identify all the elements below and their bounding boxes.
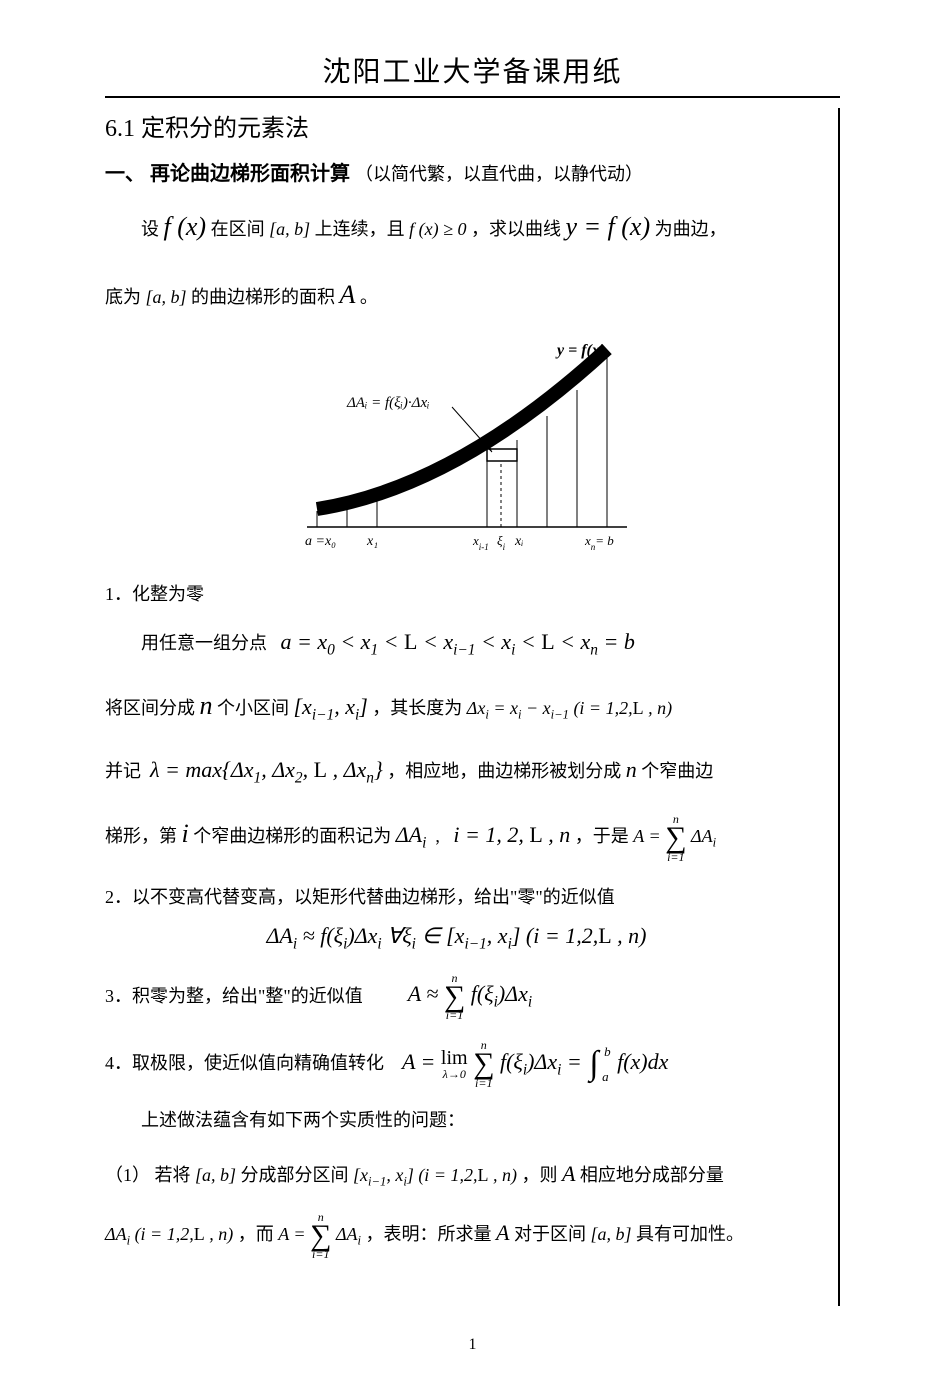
subint: [xi−1, xi] (i = 1,2,L , n) — [353, 1165, 517, 1185]
text: 相应地分成部分量 — [580, 1165, 724, 1185]
step1-line1: 用任意一组分点 a = x0 < x1 < L < xi−1 < xi < L … — [105, 616, 808, 669]
ab: [a, b] — [195, 1165, 236, 1185]
step1-line3: 并记 λ = max{Δx1, Δx2, L , Δxn} ，相应地，曲边梯形被… — [105, 744, 808, 797]
step4: 4．取极限，使近似值向精确值转化 A = lim λ→0 n ∑ i=1 f(ξ… — [105, 1039, 808, 1089]
step2-formula: ΔAi ≈ f(ξi)Δxi ∀ξi ∈ [xi−1, xi] (i = 1,2… — [105, 923, 808, 953]
page: 沈阳工业大学备课用纸 6.1 定积分的元素法 一、 再论曲边梯形面积计算 （以简… — [0, 0, 945, 1384]
irange: i = 1, 2, L , n — [453, 822, 570, 847]
step1-head: 1．化整为零 — [105, 580, 808, 606]
text: ，求以曲线 — [471, 219, 561, 239]
ab: [a, b] — [269, 219, 310, 239]
partition: a = x0 < x1 < L < xi−1 < xi < L < xn = b — [281, 629, 635, 654]
step4-head: 4．取极限，使近似值向精确值转化 — [105, 1053, 384, 1073]
text: 将区间分成 — [105, 698, 195, 718]
text: 个窄曲边梯形的面积记为 — [193, 826, 391, 846]
text: 为曲边， — [655, 219, 727, 239]
dAi: ΔAi — [396, 822, 427, 847]
n: n — [626, 757, 637, 782]
text: 个窄曲边 — [641, 761, 713, 781]
note-text: 上述做法蕴含有如下两个实质性的问题： — [105, 1099, 808, 1142]
step3-formula: A ≈ n ∑ i=1 f(ξi)Δxi — [408, 981, 532, 1006]
page-header-title: 沈阳工业大学备课用纸 — [105, 50, 840, 96]
text: 具有可加性。 — [636, 1224, 744, 1244]
text: 上连续，且 — [315, 219, 405, 239]
step3-head: 3．积零为整，给出"整"的近似值 — [105, 985, 363, 1005]
heading-title: 再论曲边梯形面积计算 — [150, 163, 350, 185]
A: A — [340, 280, 356, 309]
text: 。 — [360, 287, 378, 307]
text: ，而 — [238, 1224, 274, 1244]
text: ，则 — [521, 1165, 557, 1185]
intro-line2: 底为 [a, b] 的曲边梯形的面积 A 。 — [105, 264, 808, 326]
text: 设 — [141, 219, 159, 239]
figure: y = f(x) ΔAᵢ = f(ξᵢ)·Δxᵢ a =x₀ x — [105, 337, 808, 562]
interval: [xi−1, xi] — [294, 694, 368, 719]
svg-text:ΔAᵢ = f(ξᵢ)·Δxᵢ: ΔAᵢ = f(ξᵢ)·Δxᵢ — [346, 395, 430, 411]
text: ，表明：所求量 — [366, 1224, 492, 1244]
section-title: 定积分的元素法 — [141, 116, 309, 142]
dAi: ΔAi (i = 1,2,L , n) — [105, 1224, 233, 1244]
svg-text:xᵢ: xᵢ — [514, 534, 523, 549]
text: 个小区间 — [217, 698, 289, 718]
section-number-title: 6.1 定积分的元素法 — [105, 108, 808, 143]
content-frame: 6.1 定积分的元素法 一、 再论曲边梯形面积计算 （以简代繁，以直代曲，以静代… — [105, 108, 840, 1306]
lambda: λ = max{Δx1, Δx2, L , Δxn} — [150, 757, 383, 782]
text: 在区间 — [211, 219, 265, 239]
svg-text:a =x₀: a =x₀ — [305, 534, 336, 549]
svg-text:xn= b: xn= b — [584, 533, 614, 552]
text: 分成部分区间 — [241, 1165, 349, 1185]
i: i — [182, 819, 189, 848]
text: 用任意一组分点 — [141, 633, 267, 653]
heading-1: 一、 再论曲边梯形面积计算 （以简代繁，以直代曲，以静代动） — [105, 157, 808, 186]
section-number: 6.1 — [105, 116, 135, 142]
svg-text:xi-1: xi-1 — [472, 533, 489, 552]
yfx: y = f (x) — [565, 212, 650, 241]
svg-text:x₁: x₁ — [366, 534, 378, 549]
point1-line2: ΔAi (i = 1,2,L , n) ，而 A = n ∑ i=1 ΔAi ，… — [105, 1207, 808, 1261]
fx: f (x) — [164, 212, 207, 241]
step4-formula: A = lim λ→0 n ∑ i=1 f(ξi)Δxi = ∫ba f(x)d… — [402, 1049, 668, 1074]
page-number: 1 — [105, 1336, 840, 1354]
svg-text:ξi: ξi — [497, 533, 506, 552]
sumA: A = n ∑ i=1 ΔAi — [278, 1224, 365, 1244]
step1-line2: 将区间分成 n 个小区间 [xi−1, xi] ，其长度为 Δxi = xi −… — [105, 675, 808, 737]
step3: 3．积零为整，给出"整"的近似值 A ≈ n ∑ i=1 f(ξi)Δxi — [105, 972, 808, 1022]
text: ，相应地，曲边梯形被划分成 — [387, 761, 621, 781]
text: 底为 — [105, 287, 141, 307]
header-rule — [105, 96, 840, 98]
svg-text:y = f(x): y = f(x) — [555, 342, 605, 359]
text: 对于区间 — [514, 1224, 586, 1244]
heading-note: （以简代繁，以直代曲，以静代动） — [355, 164, 643, 184]
cond: f (x) ≥ 0 — [409, 219, 466, 239]
figure-svg: y = f(x) ΔAᵢ = f(ξᵢ)·Δxᵢ a =x₀ x — [277, 337, 637, 557]
ab: [a, b] — [146, 287, 187, 307]
sumA: A = n ∑ i=1 ΔAi — [633, 826, 716, 846]
step2-head: 2．以不变高代替变高，以矩形代替曲边梯形，给出"零"的近似值 — [105, 883, 808, 909]
dx: Δxi = xi − xi−1 (i = 1,2,L , n) — [467, 698, 672, 718]
n: n — [200, 691, 213, 720]
ab: [a, b] — [590, 1224, 631, 1244]
text: ，于是 — [575, 826, 629, 846]
text: 的曲边梯形的面积 — [191, 287, 335, 307]
text: ，其长度为 — [372, 698, 462, 718]
text: 并记 — [105, 761, 141, 781]
heading-index: 一、 — [105, 163, 145, 185]
text: 若将 — [155, 1165, 191, 1185]
point1-line1: （1） 若将 [a, b] 分成部分区间 [xi−1, xi] (i = 1,2… — [105, 1148, 808, 1201]
A: A — [496, 1220, 509, 1245]
text: 梯形，第 — [105, 826, 177, 846]
intro-line1: 设 f (x) 在区间 [a, b] 上连续，且 f (x) ≥ 0 ，求以曲线… — [105, 196, 808, 258]
A: A — [562, 1161, 575, 1186]
idx: （1） — [105, 1165, 150, 1185]
step1-line4: 梯形，第 i 个窄曲边梯形的面积记为 ΔAi , i = 1, 2, L , n… — [105, 803, 808, 865]
